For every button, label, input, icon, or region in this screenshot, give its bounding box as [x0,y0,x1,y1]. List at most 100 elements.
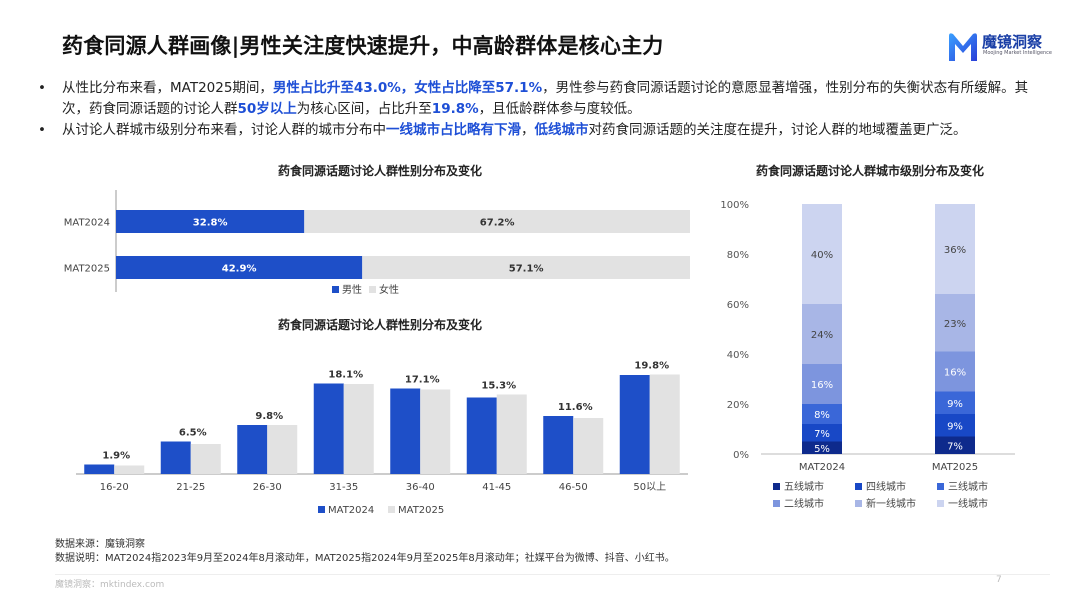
stacked-segment [935,351,975,392]
data-label: 15.3% [481,381,516,392]
bar [420,389,451,474]
data-label: 24% [811,330,833,341]
data-label: 16% [811,380,833,391]
legend-label: MAT2024 [328,505,374,516]
bar [343,384,374,474]
highlight-text: 19.8% [431,101,479,117]
legend-swatch [332,286,339,293]
bar [390,388,421,474]
legend-label: 新一线城市 [866,497,916,510]
data-label: 36% [944,245,966,256]
y-tick-label: 40% [727,350,749,361]
data-label: 1.9% [102,451,130,462]
stacked-segment [935,391,975,414]
stacked-segment [935,204,975,294]
legend-swatch [773,483,780,490]
tick-label: MAT2024 [799,462,845,473]
tick-label: 31-35 [329,482,358,493]
source-notes: 数据来源：魔镜洞察 数据说明：MAT2024指2023年9月至2024年8月滚动… [55,538,675,566]
legend-swatch [855,483,862,490]
data-label: 8% [814,410,830,421]
bar [160,441,191,474]
legend-swatch [318,506,325,513]
logo-m-icon [949,33,977,61]
bar [84,464,115,474]
bar [496,394,527,474]
data-note: 数据说明：MAT2024指2023年9月至2024年8月滚动年，MAT2025指… [55,553,675,564]
bar [190,444,221,474]
stacked-segment [935,436,975,454]
bullet-text: 为核心区间，占比升至 [296,101,432,117]
tick-label: 36-40 [406,482,435,493]
tick-label: 46-50 [559,482,588,493]
highlight-text: 一线城市占比略有下滑 [386,122,521,138]
data-label: 23% [944,319,966,330]
data-label: 16% [944,368,966,379]
bar-segment [362,256,690,279]
y-tick-label: 80% [727,250,749,261]
category-label: MAT2024 [64,218,110,229]
bullet-text: 从性比分布来看，MAT2025期间， [62,80,273,96]
city-stacked-chart: 0% 20% 40% 60% 80% 100% 5% 7% 8% 16% 24% 40% MAT2024… [720,200,1015,510]
legend-swatch [855,500,862,507]
logo-subtitle: Moojing Market Intelligence [983,50,1053,56]
tick-label: MAT2025 [932,462,978,473]
page-title: 药食同源人群画像|男性关注度快速提升，中高龄群体是核心主力 [62,34,664,58]
bullet-item: 从性比分布来看，MAT2025期间，男性占比升至43.0%，女性占比降至57.1… [38,78,1038,120]
y-tick-label: 20% [727,400,749,411]
data-label: 40% [811,250,833,261]
data-label: 7% [947,441,963,452]
tick-label: 50以上 [633,481,666,493]
page-number: 7 [996,575,1002,585]
y-tick-label: 60% [727,300,749,311]
legend-label: 一线城市 [948,497,988,510]
footer-url: 魔镜洞察：mktindex.com [55,580,165,590]
tick-label: 21-25 [176,482,205,493]
data-label: 11.6% [558,402,593,413]
data-label: 5% [814,444,830,455]
bullet-text: ，男性参与药食同源话题讨论的意愿显著增强，性别分布的失衡状态有所缓解。其次，药食… [62,80,1029,117]
bullet-text: 对药食同源话题的关注度在提升，讨论人群的地域覆盖更广泛。 [588,122,967,138]
stacked-segment [935,294,975,352]
data-label: 9% [947,399,963,410]
bar [649,374,680,474]
data-label: 57.1% [509,264,544,275]
highlight-text: 低线城市 [534,122,589,138]
legend-swatch [388,506,395,513]
data-label: 19.8% [634,361,669,372]
stacked-segment [935,414,975,437]
stacked-segment [802,364,842,404]
logo-text: 魔镜洞察 [982,33,1043,51]
stacked-segment [802,404,842,424]
legend-swatch [369,286,376,293]
data-source: 数据来源：魔镜洞察 [55,539,145,550]
bar [619,375,650,474]
legend-swatch [773,500,780,507]
bar [267,425,298,474]
brand-logo: 魔镜洞察 Moojing Market Intelligence [946,30,1056,64]
data-label: 18.1% [328,370,363,381]
bar-segment [304,210,690,233]
data-label: 9.8% [255,411,283,422]
bar [466,397,497,474]
bullet-text: 从讨论人群城市级别分布来看，讨论人群的城市分布中 [62,122,386,138]
highlight-text: 50岁以上 [237,101,297,117]
data-label: 32.8% [193,218,228,229]
legend-swatch [937,483,944,490]
tick-label: 41-45 [482,482,511,493]
data-label: 6.5% [179,428,207,439]
stacked-segment [802,424,842,442]
age-bar-chart: 1.9% 16-20 6.5% 21-25 9.8% 26-30 18.1% 31-35 17.… [76,361,688,516]
tick-label: 16-20 [100,482,129,493]
bar [313,383,344,474]
legend-label: 男性 [342,283,362,296]
bar [573,418,604,474]
bar [543,416,574,474]
data-label: 7% [814,429,830,440]
y-tick-label: 100% [720,200,749,211]
stacked-segment [802,304,842,364]
footer-divider [55,574,1050,575]
tick-label: 26-30 [253,482,282,493]
legend-label: 五线城市 [784,480,824,493]
stacked-segment [802,204,842,304]
